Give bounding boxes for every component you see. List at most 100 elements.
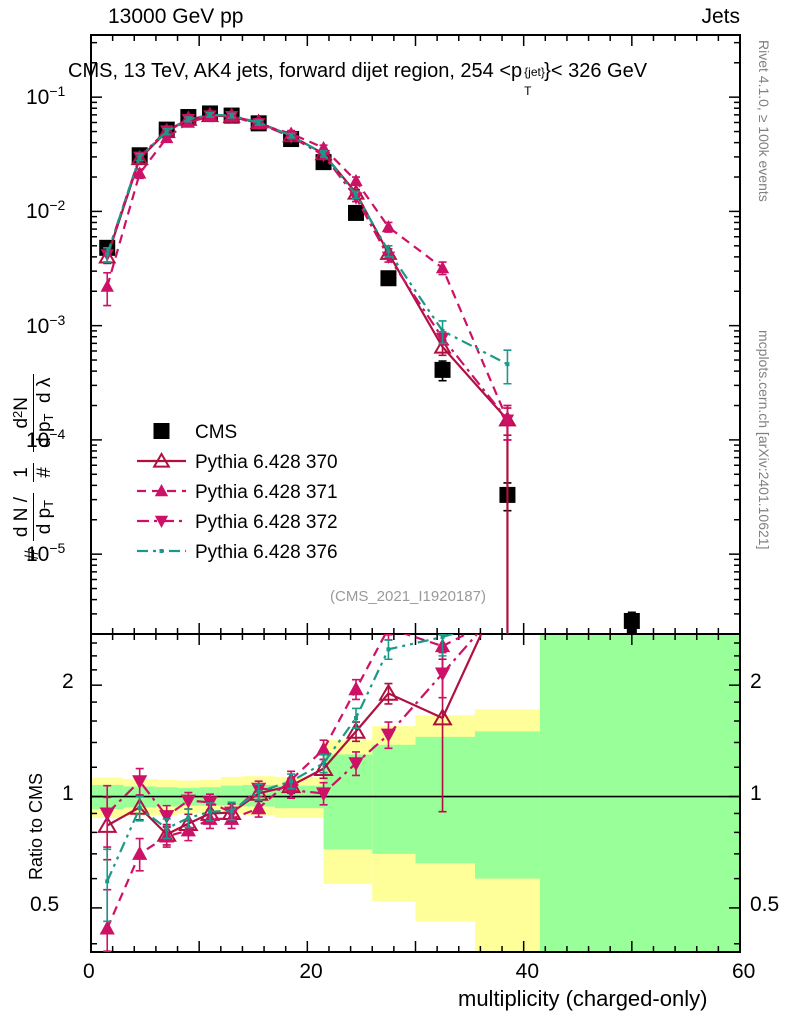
data-marker (505, 362, 510, 367)
data-marker (229, 113, 234, 118)
header-right: Jets (701, 5, 740, 28)
plot-title-sub: T (524, 84, 532, 98)
data-marker (626, 625, 637, 635)
x-tick-label-1: 20 (299, 960, 323, 983)
data-marker (434, 667, 451, 682)
series-pythia-6-428-376 (103, 111, 512, 385)
ratio-band-inner-12 (539, 634, 740, 952)
data-marker (229, 808, 234, 813)
ratio-series-line (106, 635, 443, 882)
data-marker (207, 809, 212, 814)
main-panel-series (98, 105, 640, 634)
data-marker (440, 328, 445, 333)
legend-label-1: Pythia 6.428 370 (195, 452, 338, 473)
data-marker (321, 151, 326, 156)
data-marker (434, 361, 451, 378)
ratio-series-pythia-6-428-376 (103, 634, 457, 923)
data-marker (289, 133, 294, 138)
legend-label-2: Pythia 6.428 371 (195, 482, 338, 503)
data-marker (354, 192, 359, 197)
plot-title: CMS, 13 TeV, AK4 jets, forward dijet reg… (68, 60, 648, 98)
y-tick-label-ratio-right-2: 0.5 (750, 892, 780, 916)
data-marker (100, 279, 114, 292)
ratio-series-line-tail (442, 634, 457, 639)
data-marker (348, 757, 364, 772)
ratio-band-inner-10 (415, 736, 475, 864)
data-marker (433, 338, 452, 354)
ratio-band-inner-11 (474, 731, 540, 879)
data-marker (164, 826, 169, 831)
data-marker (99, 807, 115, 822)
data-marker (164, 129, 169, 134)
data-marker (132, 775, 148, 790)
data-marker (348, 204, 365, 221)
data-marker (132, 845, 148, 860)
data-marker (283, 784, 299, 799)
data-marker (180, 794, 196, 809)
data-marker (440, 634, 445, 639)
data-marker (159, 549, 164, 553)
data-marker (386, 647, 391, 652)
data-marker (315, 741, 332, 756)
data-marker (381, 251, 396, 264)
ratio-panel-frame (90, 633, 741, 953)
data-marker (345, 721, 367, 739)
data-marker (207, 112, 212, 117)
analysis-watermark: (CMS_2021_I1920187) (330, 588, 486, 605)
data-marker (500, 414, 515, 427)
cms-overflow-marker (626, 625, 637, 635)
data-marker (99, 920, 115, 935)
data-marker (354, 716, 359, 721)
data-marker (381, 220, 396, 233)
ratio-band-inner-5 (220, 785, 243, 806)
data-marker (137, 154, 142, 159)
y-tick-label-ratio-1: 1 (62, 781, 74, 805)
data-marker (432, 708, 453, 726)
ratio-band-inner-8 (323, 754, 373, 850)
ratio-series-line (106, 692, 443, 836)
data-marker (348, 681, 364, 696)
data-marker (256, 789, 261, 794)
ratio-panel-series (97, 634, 483, 952)
data-marker (186, 815, 191, 820)
y-tick-label-ratio-right-1: 1 (750, 781, 762, 805)
ratio-series-line-tail (441, 634, 479, 675)
data-marker (159, 810, 175, 825)
legend-label-4: Pythia 6.428 376 (195, 542, 338, 563)
x-tick-label-2: 40 (515, 960, 540, 983)
ratio-series-line-tail (441, 634, 483, 719)
x-tick-label-0: 0 (83, 960, 95, 983)
data-marker (289, 779, 294, 784)
header-left: 13000 GeV pp (108, 5, 244, 28)
plot-title-post: }< 326 GeV (544, 60, 648, 82)
y-tick-label-main-1: 10−2 (26, 197, 66, 224)
data-marker (154, 515, 169, 528)
data-marker (105, 252, 110, 257)
y-tick-label-ratio-0: 2 (62, 670, 74, 694)
ratio-error-bar (103, 848, 112, 923)
y-tick-label-main-4: 10−5 (26, 540, 66, 567)
data-marker (386, 249, 391, 254)
data-marker (435, 260, 450, 274)
data-marker (180, 822, 196, 837)
data-marker (380, 270, 397, 287)
legend-label-0: CMS (195, 422, 238, 443)
legend-glyphs (137, 423, 186, 553)
data-marker (133, 166, 147, 179)
data-marker (256, 120, 261, 125)
data-marker (623, 612, 640, 629)
y-tick-label-main-3: 10−4 (26, 425, 66, 452)
data-marker (186, 117, 191, 122)
data-marker (137, 806, 142, 811)
data-marker (251, 800, 267, 815)
series-line (106, 113, 508, 366)
data-marker (130, 149, 149, 166)
plot-title-pre: CMS, 13 TeV, AK4 jets, forward dijet reg… (68, 60, 523, 82)
legend-label-3: Pythia 6.428 372 (195, 512, 338, 533)
series-pythia-6-428-372 (100, 110, 515, 441)
plot-title-sup: {jet} (524, 65, 545, 79)
ratio-series-line-tail (442, 634, 469, 648)
data-marker (380, 728, 397, 743)
y-tick-label-ratio-2: 0.5 (30, 892, 60, 916)
data-marker (154, 484, 169, 497)
